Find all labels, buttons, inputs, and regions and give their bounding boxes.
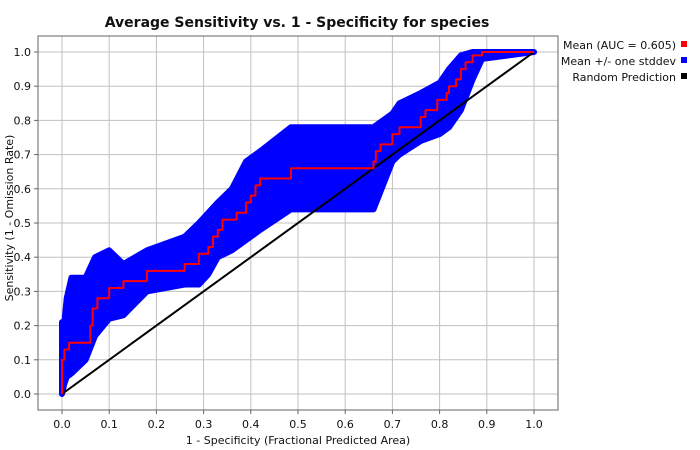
y-tick-label: 0.2 (14, 320, 32, 333)
y-tick-label: 0.1 (14, 354, 32, 367)
random-prediction-path (61, 51, 535, 395)
chart-title: Average Sensitivity vs. 1 - Specificity … (105, 15, 490, 31)
x-tick-label: 0.4 (242, 418, 260, 431)
x-axis-label: 1 - Specificity (Fractional Predicted Ar… (186, 434, 410, 447)
y-tick-label: 0.8 (14, 114, 32, 127)
random-prediction-line (61, 51, 535, 395)
y-tick-label: 0.5 (14, 217, 32, 230)
y-axis-ticks: 0.0 0.1 0.2 0.3 0.4 0.5 0.6 0.7 0.8 0.9 1.0 (14, 46, 38, 401)
x-tick-label: 1.0 (525, 418, 543, 431)
x-tick-label: 0.9 (478, 418, 496, 431)
x-tick-label: 0.5 (289, 418, 307, 431)
y-axis-label: Sensitivity (1 - Omission Rate) (3, 135, 16, 302)
y-tick-label: 0.6 (14, 183, 32, 196)
legend-swatch-stddev (681, 57, 687, 63)
x-tick-label: 0.2 (148, 418, 166, 431)
y-tick-label: 0.4 (14, 251, 32, 264)
y-tick-label: 1.0 (14, 46, 32, 59)
x-tick-label: 0.1 (100, 418, 118, 431)
y-tick-label: 0.9 (14, 80, 32, 93)
legend-swatch-mean (681, 41, 687, 47)
y-tick-label: 0.3 (14, 285, 32, 298)
legend-label-random: Random Prediction (572, 71, 676, 84)
legend: Mean (AUC = 0.605) Mean +/- one stddev R… (561, 39, 687, 84)
legend-swatch-random (681, 73, 687, 79)
legend-label-mean: Mean (AUC = 0.605) (563, 39, 676, 52)
x-tick-label: 0.0 (53, 418, 71, 431)
y-tick-label: 0.7 (14, 149, 32, 162)
legend-label-stddev: Mean +/- one stddev (561, 55, 677, 68)
x-tick-label: 0.8 (431, 418, 449, 431)
mean-curve (61, 51, 534, 394)
x-tick-label: 0.7 (384, 418, 402, 431)
x-tick-label: 0.6 (336, 418, 354, 431)
x-axis-ticks: 0.0 0.1 0.2 0.3 0.4 0.5 0.6 0.7 0.8 0.9 1.0 (53, 410, 543, 431)
y-tick-label: 0.0 (14, 388, 32, 401)
x-tick-label: 0.3 (195, 418, 213, 431)
mean-curve-path (61, 51, 534, 394)
